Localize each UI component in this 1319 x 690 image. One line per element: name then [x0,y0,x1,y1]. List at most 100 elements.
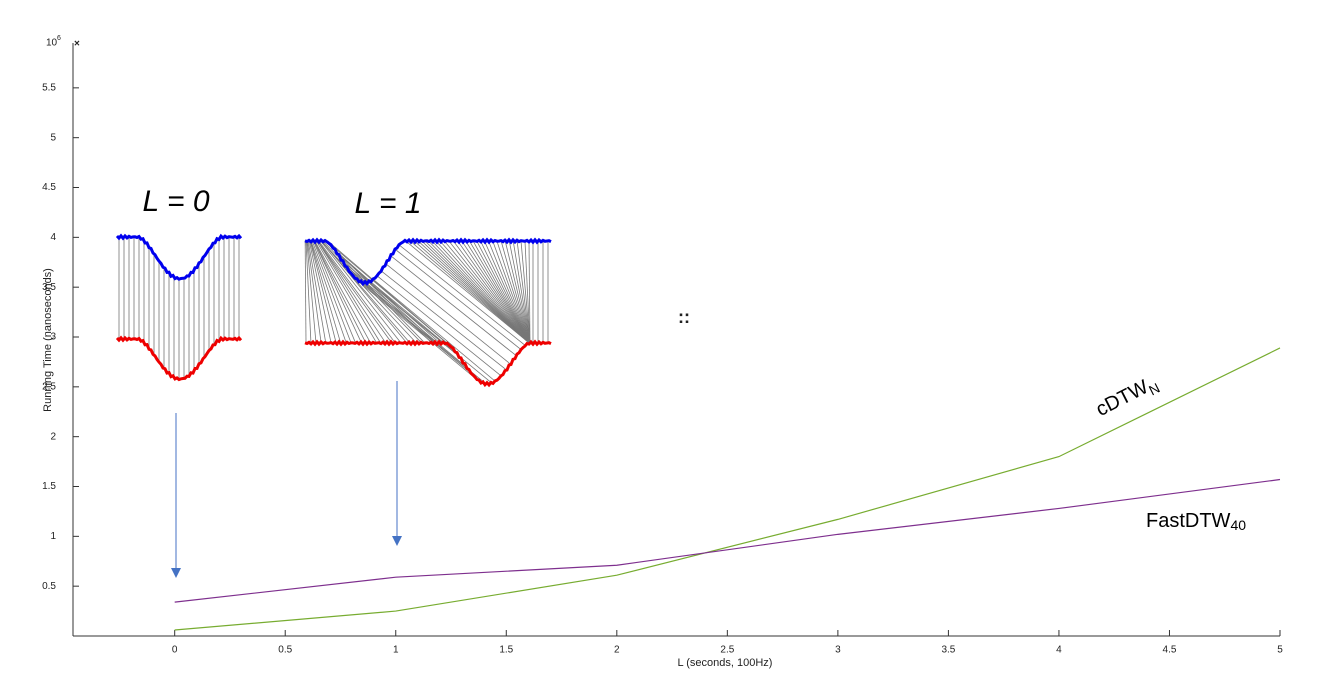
y-tick-label: 5.5 [42,82,56,93]
x-tick-label: 5 [1277,645,1283,656]
inset-link [304,240,307,342]
inset-link [476,241,531,344]
series-line [174,478,1281,603]
inset-link [318,241,392,343]
inset-link [528,241,531,344]
x-tick-label: 0.5 [278,645,292,656]
x-tick-label: 3.5 [941,645,955,656]
series-name: FastDTW [1146,510,1231,532]
insets [115,233,552,388]
inset-label: L = 1 [354,187,421,220]
inset-link [456,239,531,344]
x-tick-label: 4 [1056,645,1062,656]
inset-link [394,248,522,350]
inset-link [412,239,531,345]
inset-link [452,240,531,344]
y-tick-label: 1 [50,531,56,542]
inset-link [381,270,507,370]
y-multiplier-exponent: 6 [57,35,61,42]
inset-link [316,239,382,344]
inset-link [314,241,367,344]
inset-link [432,241,531,344]
inset-link [504,240,531,344]
inset-link [367,281,492,383]
x-tick-label: 2 [614,645,620,656]
y-tick-label: 2 [50,431,56,442]
inset-wave [115,233,243,281]
inset-link [484,242,531,344]
inset-link [315,240,377,343]
inset-link [436,241,531,344]
series-label: FastDTW40 [1146,510,1246,532]
inset-link [336,253,457,354]
x-tick-label: 3 [835,645,841,656]
y-multiplier-base: 10 [46,38,58,49]
inset-link [358,281,482,384]
y-tick-label: 2.5 [42,381,56,392]
series-name: cDTW [1093,376,1153,421]
x-tick-label: 0 [172,645,178,656]
inset-link [307,242,322,343]
y-multiplier-mark: × [74,39,80,50]
inset-wave [304,237,552,287]
inset-link [332,245,452,348]
inset-link [399,244,527,347]
inset-link [444,241,531,344]
inset-link [500,240,531,344]
inset-link [313,240,362,343]
x-tick-label: 1 [393,645,399,656]
inset-link [440,241,531,344]
inset-link [307,241,327,345]
inset-wave [115,335,243,382]
series-subscript: 40 [1230,517,1246,533]
inset-link [310,241,342,345]
y-tick-label: 0.5 [42,581,56,592]
inset-link [516,240,531,344]
inset-link [464,239,531,344]
y-tick-label: 3 [50,332,56,343]
x-tick-label: 1.5 [499,645,513,656]
arrows [171,381,402,578]
inset-link [305,239,312,344]
inset-link [309,239,337,343]
series-label: cDTWN [1093,372,1163,424]
inset-link [354,277,477,378]
inset-link [492,241,531,344]
inset-link [308,240,332,343]
inset-link [372,278,497,383]
inset-link [306,240,317,344]
arrow-head [392,536,402,546]
x-axis-label: L (seconds, 100Hz) [678,657,773,669]
y-tick-label: 3.5 [42,282,56,293]
inset-link [327,240,447,343]
inset-link [508,239,531,344]
inset-link [315,241,372,345]
inset-link [326,242,442,345]
inset-link [318,241,397,345]
inset-link [385,263,512,365]
inset-link [404,240,531,345]
inset-link [376,275,502,377]
inset-link [468,240,531,344]
inset-link [390,255,517,356]
y-tick-label: 4 [50,232,56,243]
inset-link [319,240,402,344]
inset-link [416,239,531,345]
inset-link [321,240,412,345]
arrow-head [171,568,181,578]
inset-link [312,239,357,345]
inset-link [524,241,531,344]
series-line [174,347,1281,631]
inset-link [480,241,531,344]
inset-link [317,240,387,344]
inset-link [496,241,531,344]
ellipsis-mark: :: [678,307,690,327]
x-tick-label: 4.5 [1163,645,1177,656]
inset-link [448,240,531,344]
inset-link [460,239,531,344]
y-tick-label: 1.5 [42,481,56,492]
inset-link [408,239,531,345]
inset-link [311,241,352,343]
